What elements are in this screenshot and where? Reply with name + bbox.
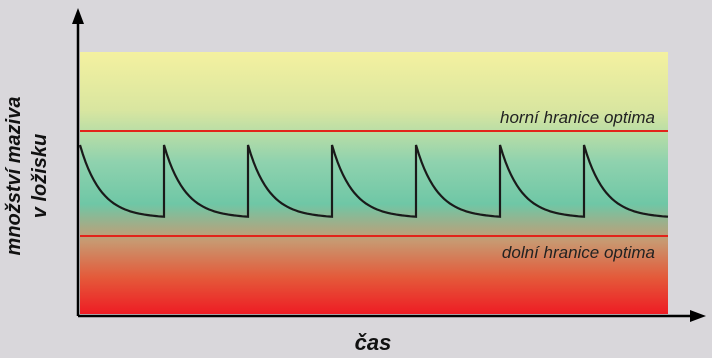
x-axis-label: čas [355,330,392,355]
y-axis-label-line1: množství maziva [3,97,25,256]
grease-amount-curve [78,144,669,218]
y-axis-arrow [72,8,84,24]
x-axis-arrow [690,310,706,322]
gradient-area [80,52,668,314]
upper-limit-label: horní hranice optima [500,108,655,127]
y-axis-label-line2: v ložisku [29,134,51,218]
lower-limit-label: dolní hranice optima [502,243,655,262]
